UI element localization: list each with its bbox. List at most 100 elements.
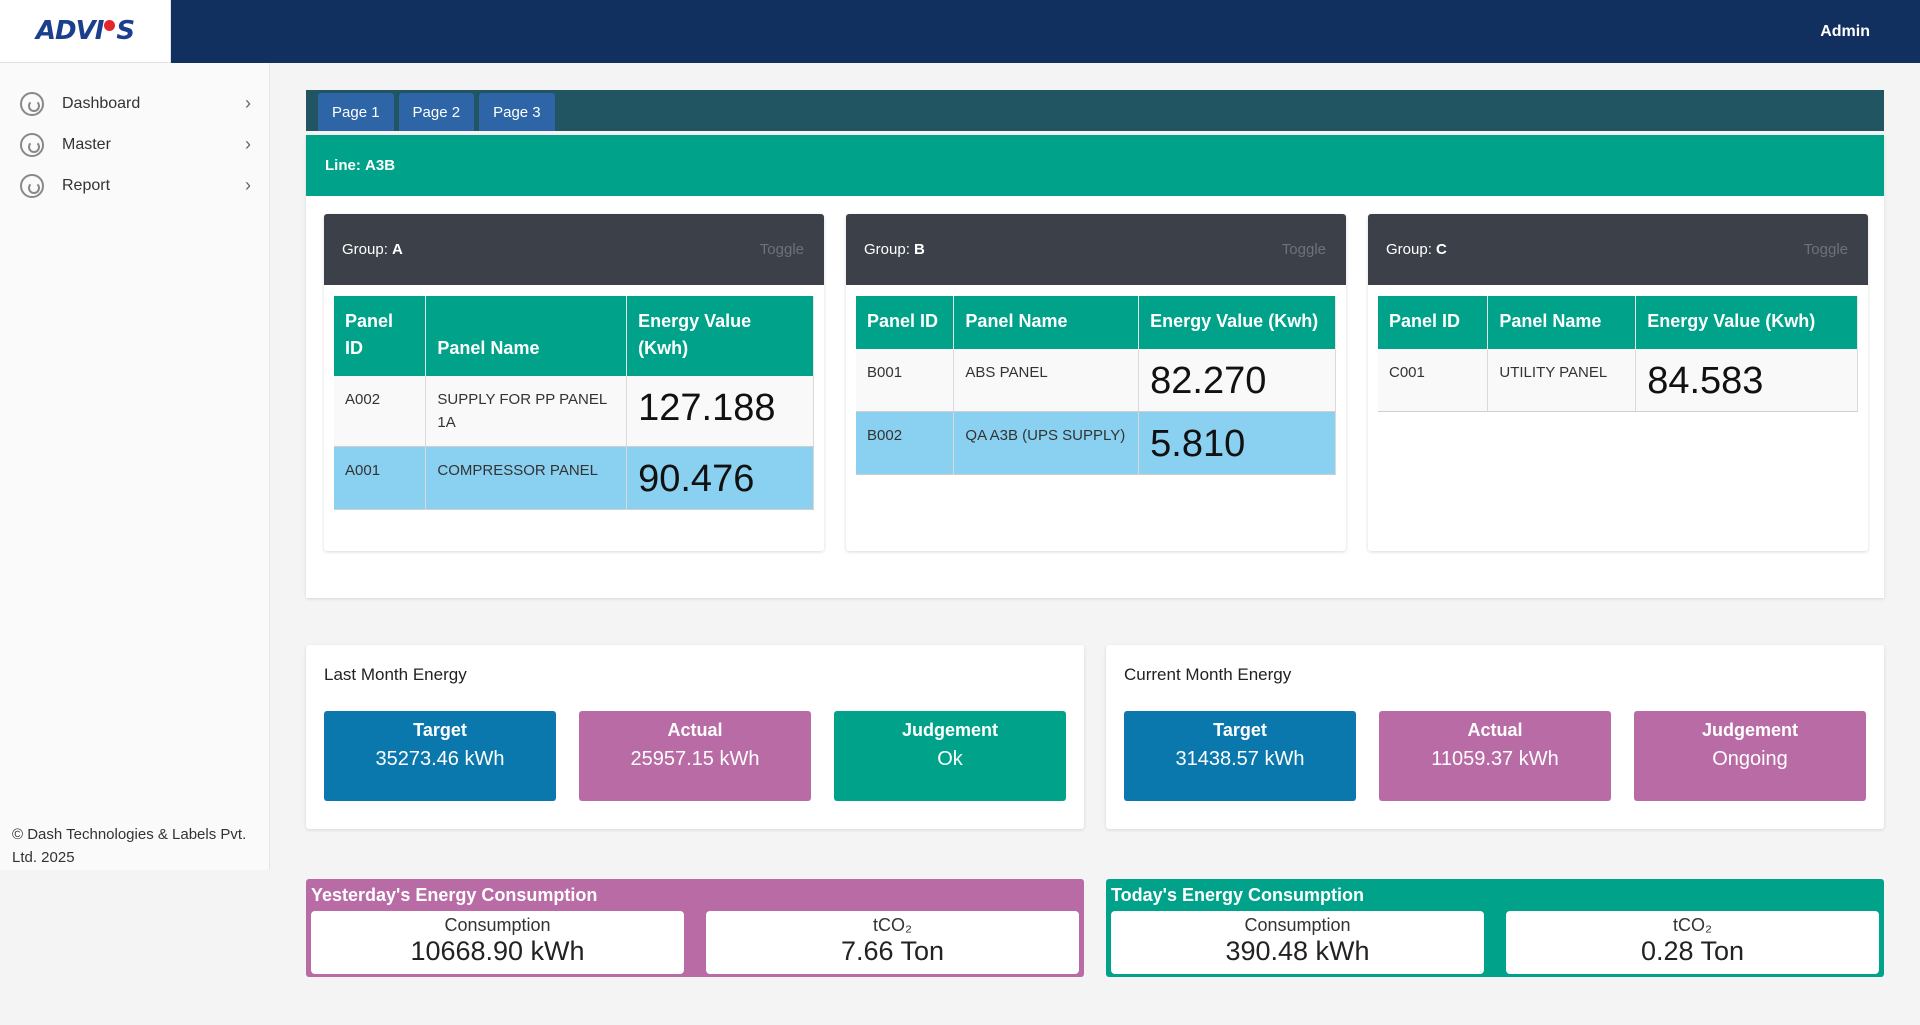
consumption-value: 390.48 kWh bbox=[1225, 936, 1370, 966]
stat-label: Target bbox=[1213, 720, 1267, 740]
stat-value: 35273.46 kWh bbox=[375, 748, 505, 770]
copyright-footer: © Dash Technologies & Labels Pvt. Ltd. 2… bbox=[12, 826, 247, 866]
logo-container[interactable]: ADVI S bbox=[0, 0, 171, 63]
toggle-button[interactable]: Toggle bbox=[1281, 241, 1326, 258]
dashboard-icon bbox=[20, 91, 44, 116]
report-icon bbox=[20, 173, 44, 198]
table-row[interactable]: C001 UTILITY PANEL 84.583 bbox=[1378, 349, 1858, 412]
sidebar-item-label: Report bbox=[62, 176, 111, 194]
panel-name: COMPRESSOR PANEL bbox=[425, 446, 628, 510]
stat-label: Actual bbox=[1467, 720, 1523, 740]
panel-id: B001 bbox=[856, 349, 955, 412]
consumption-body: Consumption 10668.90 kWh tCO₂ 7.66 Ton bbox=[311, 911, 1079, 974]
panel-table: Panel ID Panel Name Energy Value (Kwh) C… bbox=[1378, 296, 1858, 412]
group-name: B bbox=[914, 241, 925, 258]
energy-value: 84.583 bbox=[1635, 349, 1858, 412]
card-title: Yesterday's Energy Consumption bbox=[311, 885, 598, 905]
table-row[interactable]: B002 QA A3B (UPS SUPPLY) 5.810 bbox=[856, 411, 1336, 475]
group-header: Group: B Toggle bbox=[846, 214, 1346, 285]
logo-dot bbox=[104, 19, 116, 31]
master-icon bbox=[20, 132, 44, 157]
panel-id: C001 bbox=[1378, 349, 1489, 412]
line-card: Line: A3B Group: A Toggle Panel ID Panel… bbox=[306, 135, 1884, 598]
group-name: A bbox=[392, 241, 403, 258]
logo: ADVI S bbox=[29, 14, 142, 48]
table-row[interactable]: A001 COMPRESSOR PANEL 90.476 bbox=[334, 446, 814, 510]
last-month-energy-card: Last Month Energy Target 35273.46 kWh Ac… bbox=[306, 645, 1084, 829]
consumption-label: Consumption bbox=[444, 915, 551, 935]
column-header-energy: Energy Value (Kwh) bbox=[1138, 296, 1336, 349]
tab-page-3[interactable]: Page 3 bbox=[479, 93, 555, 131]
sidebar-item-master[interactable]: Master › bbox=[0, 124, 269, 165]
group-title: Group: A bbox=[342, 241, 403, 258]
sidebar-item-label: Dashboard bbox=[62, 94, 141, 112]
energy-value: 82.270 bbox=[1138, 349, 1336, 412]
group-prefix: Group: bbox=[864, 241, 910, 258]
stat-row: Target 31438.57 kWh Actual 11059.37 kWh … bbox=[1124, 711, 1866, 801]
tab-page-2[interactable]: Page 2 bbox=[398, 93, 475, 131]
column-header-panel-id: Panel ID bbox=[1378, 296, 1489, 349]
group-prefix: Group: bbox=[342, 241, 388, 258]
card-title: Last Month Energy bbox=[324, 665, 467, 684]
panel-id: A001 bbox=[334, 446, 427, 510]
stat-label: Judgement bbox=[1701, 720, 1798, 740]
actual-stat: Actual 25957.15 kWh bbox=[579, 711, 811, 801]
stat-value: Ok bbox=[937, 748, 963, 770]
chevron-right-icon: › bbox=[245, 93, 251, 113]
tco2-value: 7.66 Ton bbox=[840, 936, 945, 966]
consumption-box: Consumption 10668.90 kWh bbox=[311, 911, 684, 974]
judgement-stat: Judgement Ok bbox=[834, 711, 1066, 801]
main-content: Page 1 Page 2 Page 3 Line: A3B Group: A … bbox=[306, 90, 1884, 598]
toggle-button[interactable]: Toggle bbox=[1803, 241, 1848, 258]
column-header-panel-name: Panel Name bbox=[425, 296, 628, 376]
consumption-box: Consumption 390.48 kWh bbox=[1111, 911, 1484, 974]
yesterday-consumption-card: Yesterday's Energy Consumption Consumpti… bbox=[306, 879, 1084, 977]
stat-label: Judgement bbox=[901, 720, 998, 740]
stat-row: Target 35273.46 kWh Actual 25957.15 kWh … bbox=[324, 711, 1066, 801]
logo-text-a: ADVI bbox=[35, 16, 104, 46]
tab-page-1[interactable]: Page 1 bbox=[318, 93, 394, 131]
energy-value: 90.476 bbox=[626, 446, 814, 510]
panel-name: UTILITY PANEL bbox=[1487, 349, 1637, 412]
table-row[interactable]: A002 SUPPLY FOR PP PANEL 1A 127.188 bbox=[334, 376, 814, 447]
user-menu[interactable]: Admin bbox=[1820, 22, 1870, 40]
target-stat: Target 35273.46 kWh bbox=[324, 711, 556, 801]
group-card-c: Group: C Toggle Panel ID Panel Name Ener… bbox=[1368, 214, 1868, 551]
panel-id: B002 bbox=[856, 411, 955, 475]
group-header: Group: C Toggle bbox=[1368, 214, 1868, 285]
sidebar-item-label: Master bbox=[62, 135, 111, 153]
group-title: Group: B bbox=[864, 241, 925, 258]
line-name: A3B bbox=[365, 157, 396, 174]
tco2-label: tCO₂ bbox=[873, 915, 912, 935]
stat-value: 11059.37 kWh bbox=[1431, 748, 1559, 770]
judgement-stat: Judgement Ongoing bbox=[1634, 711, 1866, 801]
table-header-row: Panel ID Panel Name Energy Value (Kwh) bbox=[856, 296, 1336, 349]
group-prefix: Group: bbox=[1386, 241, 1432, 258]
tco2-value: 0.28 Ton bbox=[1640, 936, 1745, 966]
stat-value: 25957.15 kWh bbox=[630, 748, 760, 770]
consumption-label: Consumption bbox=[1244, 915, 1351, 935]
consumption-row: Yesterday's Energy Consumption Consumpti… bbox=[306, 879, 1884, 977]
top-navbar: Admin bbox=[171, 0, 1920, 63]
page-tabs: Page 1 Page 2 Page 3 bbox=[306, 90, 1884, 131]
toggle-button[interactable]: Toggle bbox=[759, 241, 804, 258]
column-header-panel-id: Panel ID bbox=[334, 296, 427, 376]
stat-value: Ongoing bbox=[1712, 748, 1788, 770]
consumption-body: Consumption 390.48 kWh tCO₂ 0.28 Ton bbox=[1111, 911, 1879, 974]
current-month-energy-card: Current Month Energy Target 31438.57 kWh… bbox=[1106, 645, 1884, 829]
table-row[interactable]: B001 ABS PANEL 82.270 bbox=[856, 349, 1336, 412]
sidebar-item-report[interactable]: Report › bbox=[0, 165, 269, 206]
sidebar-item-dashboard[interactable]: Dashboard › bbox=[0, 83, 269, 124]
panel-name: QA A3B (UPS SUPPLY) bbox=[953, 411, 1140, 475]
group-header: Group: A Toggle bbox=[324, 214, 824, 285]
column-header-energy: Energy Value (Kwh) bbox=[626, 296, 814, 376]
table-header-row: Panel ID Panel Name Energy Value (Kwh) bbox=[334, 296, 814, 376]
group-card-b: Group: B Toggle Panel ID Panel Name Ener… bbox=[846, 214, 1346, 551]
column-header-panel-id: Panel ID bbox=[856, 296, 955, 349]
chevron-right-icon: › bbox=[245, 175, 251, 195]
group-card-a: Group: A Toggle Panel ID Panel Name Ener… bbox=[324, 214, 824, 551]
panel-table: Panel ID Panel Name Energy Value (Kwh) A… bbox=[334, 296, 814, 510]
tco2-label: tCO₂ bbox=[1673, 915, 1712, 935]
line-header: Line: A3B bbox=[306, 135, 1884, 196]
chevron-right-icon: › bbox=[245, 134, 251, 154]
